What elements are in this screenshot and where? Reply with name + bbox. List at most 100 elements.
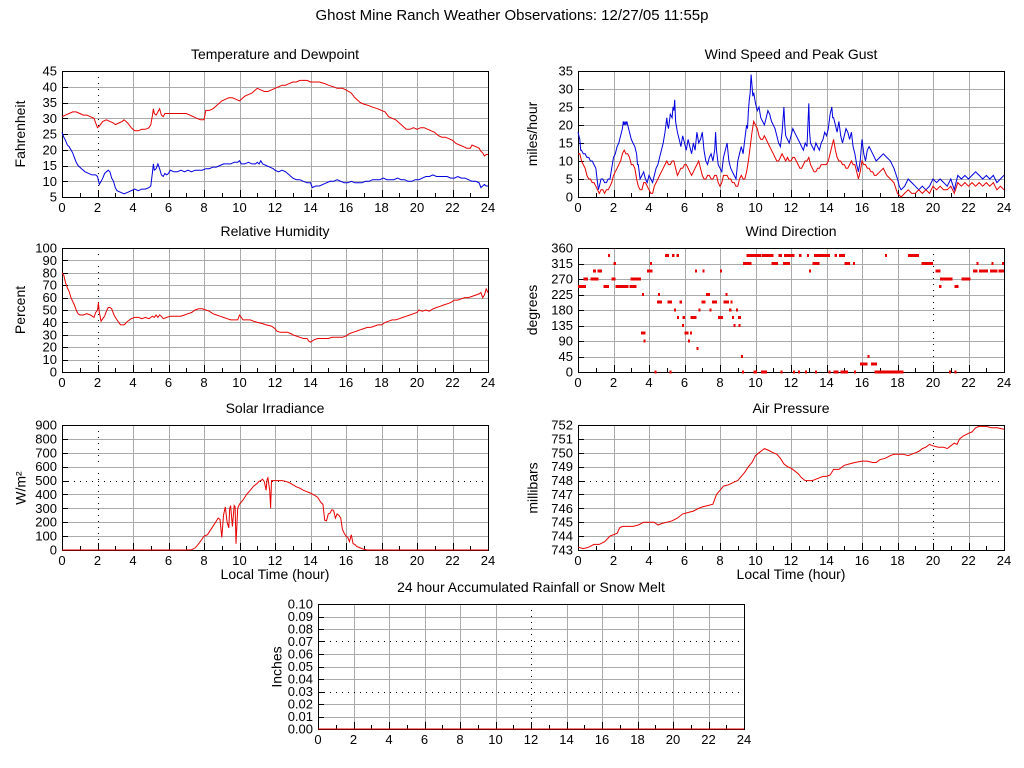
svg-text:16: 16: [855, 200, 869, 215]
svg-text:0.01: 0.01: [288, 709, 313, 724]
svg-text:200: 200: [35, 515, 57, 530]
svg-text:24: 24: [481, 200, 495, 215]
svg-text:0.08: 0.08: [288, 622, 313, 637]
svg-text:22: 22: [445, 375, 459, 390]
svg-text:20: 20: [410, 200, 424, 215]
svg-text:4: 4: [645, 553, 652, 568]
humidity-plot-canvas: 0 2 4 6 8 10 12 14 16 18 20 22 240102030405060708090…: [35, 241, 495, 391]
svg-text:12: 12: [784, 200, 798, 215]
pressure-plot-canvas: 0 2 4 6 8 10 12 14 16 18 20 22 247437447457467477487…: [551, 418, 1011, 569]
svg-text:2: 2: [350, 732, 357, 747]
svg-text:12: 12: [268, 553, 282, 568]
rainfall-plot-canvas: 0 2 4 6 8 10 12 14 16 18 20 22 240.000.010.020.030.0…: [288, 597, 752, 748]
chart-title-pressure: Air Pressure: [752, 400, 830, 416]
svg-text:8: 8: [716, 200, 723, 215]
svg-text:4: 4: [129, 553, 136, 568]
svg-text:743: 743: [551, 543, 573, 558]
svg-text:100: 100: [35, 529, 57, 544]
chart-title-humidity: Relative Humidity: [220, 223, 330, 239]
svg-text:8: 8: [200, 200, 207, 215]
svg-text:16: 16: [339, 375, 353, 390]
svg-text:18: 18: [374, 375, 388, 390]
chart-title-solar: Solar Irradiance: [225, 400, 325, 416]
x-axis-label-local-time: Local Time (hour): [736, 566, 846, 582]
svg-text:14: 14: [819, 200, 833, 215]
svg-text:10: 10: [559, 154, 573, 169]
svg-text:70: 70: [43, 278, 57, 293]
svg-text:12: 12: [268, 375, 282, 390]
chart-title-temperature: Temperature and Dewpoint: [190, 46, 360, 62]
rainfall-chart: 0 2 4 6 8 10 12 14 16 18 20 22 24 0.00 0.01 0.02 0.03 0.0…: [256, 566, 768, 768]
svg-text:4: 4: [385, 732, 392, 747]
wind-direction-chart: 0 2 4 6 8 10 12 14 16 18 20 22 24 0 45 90 135 180 225 270 31…: [512, 214, 1024, 396]
y-axis-label-percent: Percent: [12, 285, 28, 335]
svg-text:750: 750: [551, 445, 573, 460]
svg-text:12: 12: [268, 200, 282, 215]
svg-text:25: 25: [559, 100, 573, 115]
svg-text:14: 14: [819, 553, 833, 568]
svg-text:0: 0: [50, 543, 57, 558]
svg-text:225: 225: [551, 287, 573, 302]
svg-text:0: 0: [58, 200, 65, 215]
svg-text:6: 6: [681, 553, 688, 568]
svg-text:0.07: 0.07: [288, 634, 313, 649]
solar-plot-canvas: 0 2 4 6 8 10 12 14 16 18 20 22 240100200300400500600…: [35, 418, 495, 569]
svg-text:22: 22: [445, 200, 459, 215]
svg-text:300: 300: [35, 501, 57, 516]
svg-text:20: 20: [926, 375, 940, 390]
wind-direction-plot-canvas: 0 2 4 6 8 10 12 14 16 18 20 22 240459013518022527031…: [551, 241, 1011, 391]
svg-text:10: 10: [232, 553, 246, 568]
svg-text:744: 744: [551, 529, 573, 544]
svg-text:135: 135: [551, 318, 573, 333]
svg-text:20: 20: [43, 340, 57, 355]
svg-text:900: 900: [35, 418, 57, 433]
svg-text:6: 6: [421, 732, 428, 747]
svg-text:6: 6: [165, 375, 172, 390]
svg-text:10: 10: [232, 200, 246, 215]
svg-text:6: 6: [165, 553, 172, 568]
svg-text:22: 22: [445, 553, 459, 568]
svg-text:0: 0: [574, 200, 581, 215]
svg-text:8: 8: [716, 553, 723, 568]
svg-text:5: 5: [50, 190, 57, 205]
svg-text:50: 50: [43, 303, 57, 318]
svg-text:24: 24: [737, 732, 751, 747]
svg-text:2: 2: [94, 375, 101, 390]
svg-text:746: 746: [551, 501, 573, 516]
svg-text:30: 30: [559, 82, 573, 97]
wind-speed-chart: 0 2 4 6 8 10 12 14 16 18 20 22 24 0 5 10 15 20 25 30 35 Wind…: [512, 40, 1024, 218]
svg-text:2: 2: [610, 375, 617, 390]
svg-text:18: 18: [630, 732, 644, 747]
svg-text:0.00: 0.00: [288, 722, 313, 737]
svg-text:8: 8: [716, 375, 723, 390]
svg-text:18: 18: [890, 375, 904, 390]
svg-text:6: 6: [681, 375, 688, 390]
svg-text:4: 4: [129, 200, 136, 215]
svg-text:90: 90: [43, 253, 57, 268]
svg-text:22: 22: [961, 375, 975, 390]
svg-text:747: 747: [551, 487, 573, 502]
svg-text:2: 2: [610, 200, 617, 215]
y-axis-label-fahrenheit: Fahrenheit: [12, 100, 28, 168]
svg-text:2: 2: [94, 200, 101, 215]
svg-text:14: 14: [819, 375, 833, 390]
svg-text:35: 35: [559, 64, 573, 79]
svg-text:745: 745: [551, 515, 573, 530]
svg-text:500: 500: [35, 473, 57, 488]
svg-text:0: 0: [58, 553, 65, 568]
svg-text:16: 16: [339, 553, 353, 568]
svg-text:0.02: 0.02: [288, 697, 313, 712]
svg-text:315: 315: [551, 256, 573, 271]
svg-text:400: 400: [35, 487, 57, 502]
svg-text:40: 40: [43, 315, 57, 330]
svg-text:4: 4: [645, 375, 652, 390]
svg-text:10: 10: [488, 732, 502, 747]
svg-text:15: 15: [43, 158, 57, 173]
svg-text:2: 2: [610, 553, 617, 568]
svg-text:45: 45: [43, 64, 57, 79]
svg-text:45: 45: [559, 349, 573, 364]
svg-text:12: 12: [784, 375, 798, 390]
svg-text:10: 10: [43, 174, 57, 189]
svg-text:360: 360: [551, 241, 573, 256]
